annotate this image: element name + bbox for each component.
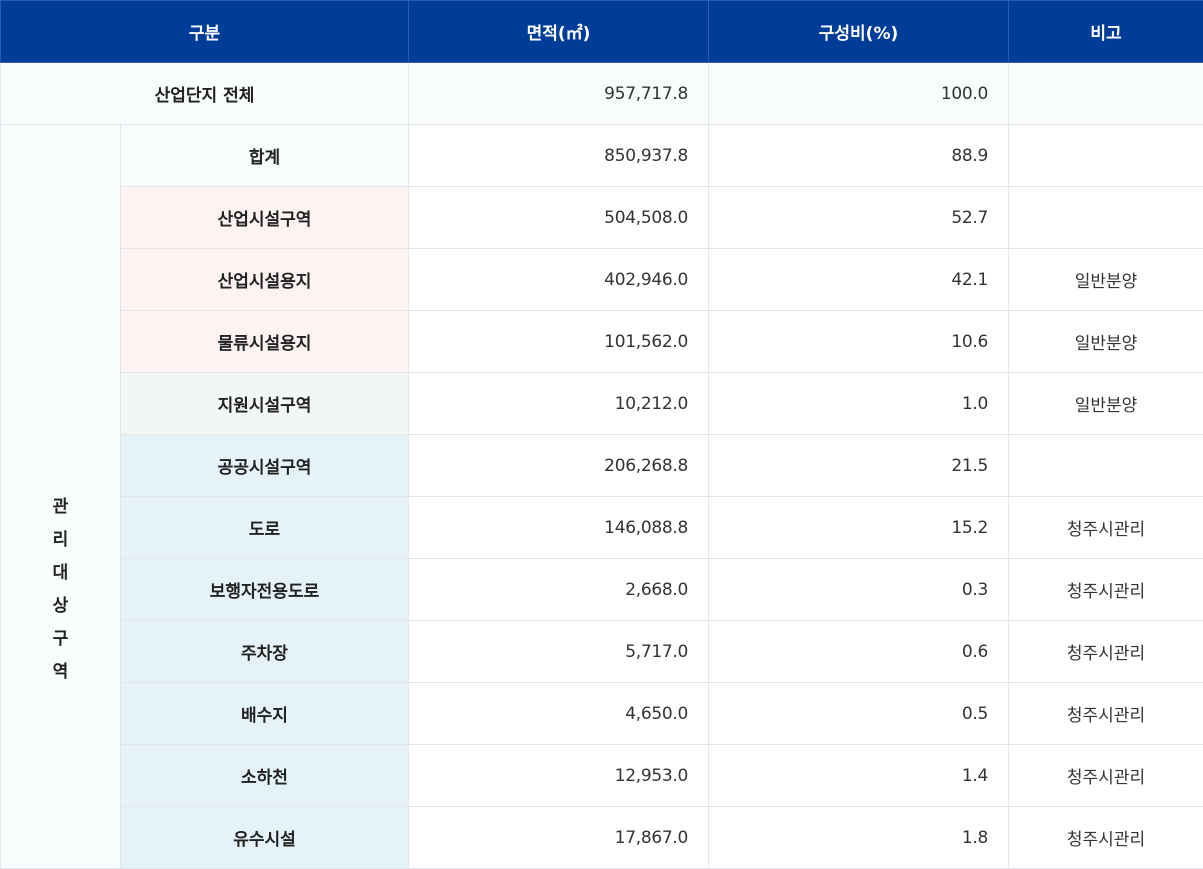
row-area: 10,212.0 bbox=[409, 373, 709, 435]
row-label: 주차장 bbox=[121, 621, 409, 683]
row-label: 도로 bbox=[121, 497, 409, 559]
table-header-row: 구분 면적(㎡) 구성비(%) 비고 bbox=[1, 1, 1203, 63]
row-note bbox=[1009, 125, 1203, 187]
table-row: 산업시설구역 504,508.0 52.7 bbox=[1, 187, 1203, 249]
total-ratio: 100.0 bbox=[709, 63, 1009, 125]
group-label-char: 관 bbox=[53, 492, 69, 517]
table-row-total: 산업단지 전체 957,717.8 100.0 bbox=[1, 63, 1203, 125]
row-area: 17,867.0 bbox=[409, 807, 709, 869]
table-row: 산업시설용지 402,946.0 42.1 일반분양 bbox=[1, 249, 1203, 311]
group-label-char: 대 bbox=[53, 558, 69, 583]
row-area: 12,953.0 bbox=[409, 745, 709, 807]
row-area: 146,088.8 bbox=[409, 497, 709, 559]
table-row: 보행자전용도로 2,668.0 0.3 청주시관리 bbox=[1, 559, 1203, 621]
row-area: 2,668.0 bbox=[409, 559, 709, 621]
row-area: 5,717.0 bbox=[409, 621, 709, 683]
row-ratio: 0.3 bbox=[709, 559, 1009, 621]
header-category: 구분 bbox=[1, 1, 409, 63]
row-note: 청주시관리 bbox=[1009, 559, 1203, 621]
table-row: 지원시설구역 10,212.0 1.0 일반분양 bbox=[1, 373, 1203, 435]
table-row: 배수지 4,650.0 0.5 청주시관리 bbox=[1, 683, 1203, 745]
row-ratio: 10.6 bbox=[709, 311, 1009, 373]
row-area: 101,562.0 bbox=[409, 311, 709, 373]
row-ratio: 1.4 bbox=[709, 745, 1009, 807]
row-label: 지원시설구역 bbox=[121, 373, 409, 435]
row-note bbox=[1009, 187, 1203, 249]
row-note: 일반분양 bbox=[1009, 311, 1203, 373]
row-area: 504,508.0 bbox=[409, 187, 709, 249]
row-area: 402,946.0 bbox=[409, 249, 709, 311]
row-label: 합계 bbox=[121, 125, 409, 187]
row-label: 소하천 bbox=[121, 745, 409, 807]
row-label: 공공시설구역 bbox=[121, 435, 409, 497]
row-ratio: 21.5 bbox=[709, 435, 1009, 497]
row-area: 850,937.8 bbox=[409, 125, 709, 187]
row-note: 일반분양 bbox=[1009, 373, 1203, 435]
row-area: 4,650.0 bbox=[409, 683, 709, 745]
table-row: 관 리 대 상 구 역 합계 850,937.8 88.9 bbox=[1, 125, 1203, 187]
table-row: 유수시설 17,867.0 1.8 청주시관리 bbox=[1, 807, 1203, 869]
row-label: 산업시설용지 bbox=[121, 249, 409, 311]
row-ratio: 1.0 bbox=[709, 373, 1009, 435]
group-label-char: 리 bbox=[53, 525, 69, 550]
group-label-char: 역 bbox=[53, 657, 69, 682]
row-ratio: 15.2 bbox=[709, 497, 1009, 559]
total-area: 957,717.8 bbox=[409, 63, 709, 125]
header-note: 비고 bbox=[1009, 1, 1203, 63]
row-label: 보행자전용도로 bbox=[121, 559, 409, 621]
header-area: 면적(㎡) bbox=[409, 1, 709, 63]
row-note: 일반분양 bbox=[1009, 249, 1203, 311]
table-row: 도로 146,088.8 15.2 청주시관리 bbox=[1, 497, 1203, 559]
row-ratio: 0.6 bbox=[709, 621, 1009, 683]
total-label: 산업단지 전체 bbox=[1, 63, 409, 125]
row-label: 물류시설용지 bbox=[121, 311, 409, 373]
row-note: 청주시관리 bbox=[1009, 807, 1203, 869]
row-area: 206,268.8 bbox=[409, 435, 709, 497]
table-row: 소하천 12,953.0 1.4 청주시관리 bbox=[1, 745, 1203, 807]
total-note bbox=[1009, 63, 1203, 125]
row-ratio: 42.1 bbox=[709, 249, 1009, 311]
row-ratio: 52.7 bbox=[709, 187, 1009, 249]
row-note: 청주시관리 bbox=[1009, 497, 1203, 559]
group-label-managed-zone: 관 리 대 상 구 역 bbox=[1, 125, 121, 869]
row-ratio: 1.8 bbox=[709, 807, 1009, 869]
group-label-char: 구 bbox=[53, 624, 69, 649]
row-note: 청주시관리 bbox=[1009, 621, 1203, 683]
table-row: 물류시설용지 101,562.0 10.6 일반분양 bbox=[1, 311, 1203, 373]
row-label: 산업시설구역 bbox=[121, 187, 409, 249]
table-row: 주차장 5,717.0 0.6 청주시관리 bbox=[1, 621, 1203, 683]
header-ratio: 구성비(%) bbox=[709, 1, 1009, 63]
row-label: 배수지 bbox=[121, 683, 409, 745]
row-note: 청주시관리 bbox=[1009, 683, 1203, 745]
row-note bbox=[1009, 435, 1203, 497]
row-ratio: 88.9 bbox=[709, 125, 1009, 187]
group-label-char: 상 bbox=[53, 591, 69, 616]
row-ratio: 0.5 bbox=[709, 683, 1009, 745]
table-row: 공공시설구역 206,268.8 21.5 bbox=[1, 435, 1203, 497]
row-note: 청주시관리 bbox=[1009, 745, 1203, 807]
row-label: 유수시설 bbox=[121, 807, 409, 869]
